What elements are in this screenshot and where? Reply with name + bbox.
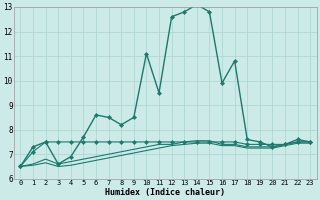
X-axis label: Humidex (Indice chaleur): Humidex (Indice chaleur) — [105, 188, 225, 197]
